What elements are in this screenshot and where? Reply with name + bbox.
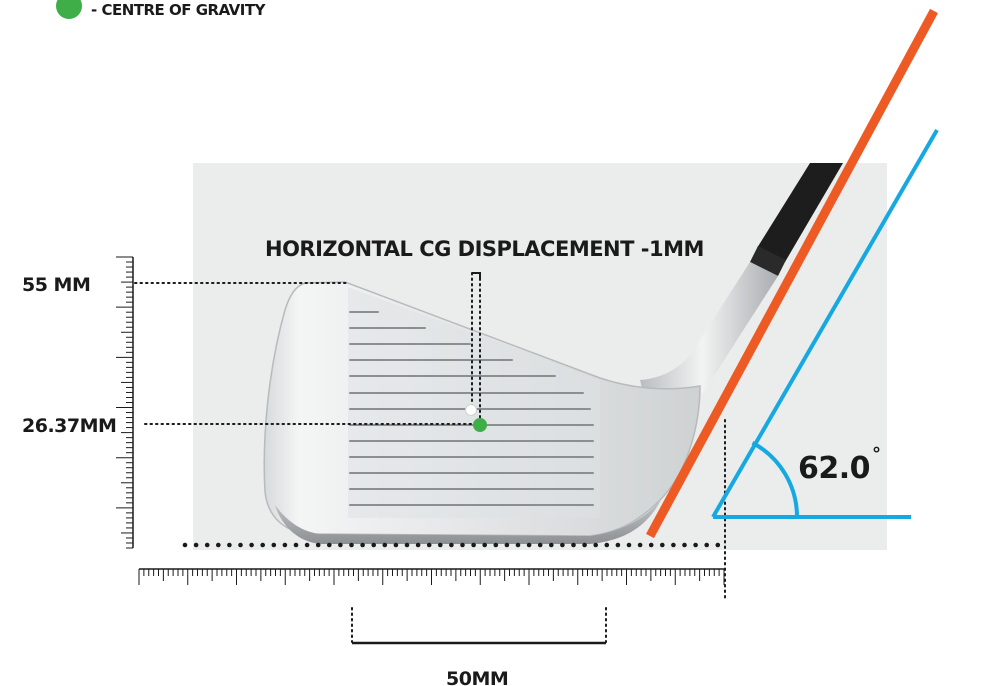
lie-angle-value: 62.0 xyxy=(798,451,870,486)
cg-height-label: 26.37MM xyxy=(22,415,116,437)
legend-label: - CENTRE OF GRAVITY xyxy=(91,1,267,19)
ground-line-dots xyxy=(182,542,721,548)
shaft-icon xyxy=(757,163,843,262)
vertical-ruler xyxy=(116,256,134,549)
cg-guide-bracket xyxy=(472,272,481,278)
legend: - CENTRE OF GRAVITY xyxy=(56,0,267,19)
angle-arc xyxy=(751,441,800,518)
reference-centre-point xyxy=(465,404,477,416)
span-width-label: 50MM xyxy=(446,668,508,686)
diagram-title: HORIZONTAL CG DISPLACEMENT -1MM xyxy=(265,237,704,261)
crown-height-label: 55 MM xyxy=(22,274,90,296)
degree-symbol: ° xyxy=(872,444,881,465)
ferrule-icon xyxy=(750,246,786,276)
sole-icon xyxy=(275,498,662,544)
iron-club-head xyxy=(263,163,843,544)
horizontal-ruler xyxy=(138,568,725,585)
measurement-guides xyxy=(134,272,726,643)
hosel-icon xyxy=(640,262,778,420)
cg-legend-dot-icon xyxy=(56,0,82,19)
centre-of-gravity-point xyxy=(473,418,487,432)
lie-angle-construction xyxy=(646,8,939,539)
lie-reference-line xyxy=(711,128,939,519)
shaft-axis-line xyxy=(646,8,938,539)
